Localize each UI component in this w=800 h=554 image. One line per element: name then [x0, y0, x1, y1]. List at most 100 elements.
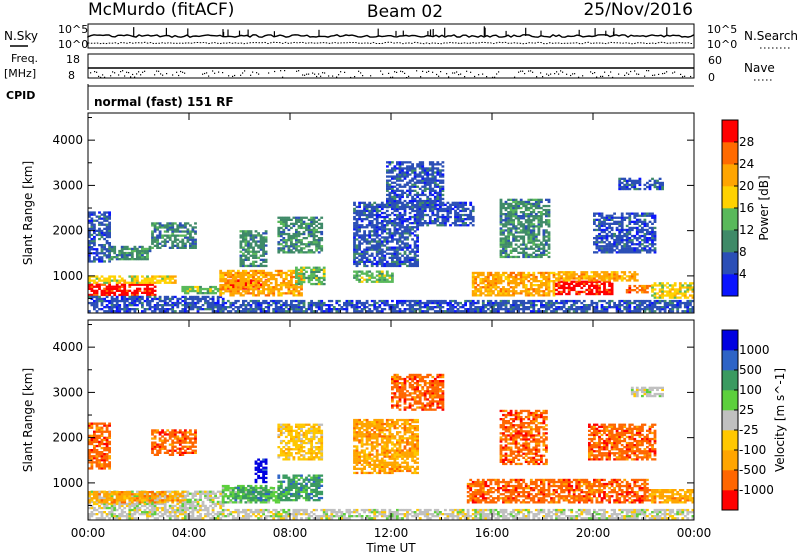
- power-cell: [509, 223, 513, 226]
- power-cell: [148, 277, 152, 280]
- power-cell: [290, 243, 293, 246]
- power-cell: [90, 283, 94, 286]
- power-cell: [151, 297, 154, 301]
- power-cell: [350, 304, 354, 307]
- power-cell: [391, 304, 394, 307]
- power-cell: [593, 241, 596, 244]
- power-cell: [295, 234, 298, 238]
- power-cell: [643, 249, 647, 252]
- power-cell: [290, 286, 293, 289]
- power-cell: [396, 258, 399, 261]
- power-cell: [436, 173, 440, 176]
- power-cell: [522, 255, 526, 259]
- power-cell: [618, 179, 622, 182]
- power-cell: [428, 199, 432, 203]
- power-cell: [128, 285, 132, 288]
- power-cell: [428, 173, 432, 176]
- power-cell: [441, 165, 445, 168]
- power-cell: [297, 306, 301, 309]
- noise-tick-high-right: 10^5: [707, 23, 737, 36]
- power-cell: [393, 169, 397, 172]
- power-cell: [492, 275, 495, 279]
- power-cell: [628, 275, 632, 278]
- power-cell: [93, 308, 96, 311]
- power-cell: [388, 308, 392, 311]
- power-cell: [168, 304, 172, 307]
- power-cell: [125, 289, 129, 292]
- power-cell: [512, 277, 515, 281]
- power-cell: [363, 236, 366, 239]
- power-cell: [428, 201, 432, 205]
- power-cell: [524, 255, 528, 259]
- power-cell: [226, 284, 230, 287]
- power-cell: [98, 277, 101, 280]
- power-cell: [252, 310, 255, 313]
- power-cell: [532, 277, 536, 281]
- power-cell: [398, 165, 402, 168]
- power-cell: [284, 241, 288, 244]
- power-cell: [439, 193, 442, 197]
- power-cell: [605, 280, 609, 283]
- power-cell: [295, 247, 298, 250]
- power-cell: [186, 228, 190, 231]
- power-cell: [254, 310, 258, 313]
- power-cell: [401, 310, 404, 313]
- power-cell: [653, 237, 657, 240]
- power-cell: [413, 171, 417, 174]
- nave-dot: [332, 75, 334, 77]
- power-cell: [459, 203, 462, 206]
- power-cell: [643, 220, 647, 223]
- nave-dot: [646, 70, 648, 72]
- power-cell: [133, 299, 137, 303]
- power-cell: [623, 234, 627, 238]
- power-cell: [128, 254, 132, 257]
- power-cell: [353, 209, 356, 213]
- power-cell: [441, 185, 445, 188]
- nave-dot: [648, 70, 650, 72]
- power-cell: [517, 282, 521, 285]
- power-cell: [529, 241, 533, 244]
- power-cell: [90, 304, 94, 307]
- power-cell: [661, 183, 664, 187]
- nave-dot: [218, 71, 220, 73]
- power-cell: [186, 289, 190, 293]
- power-cell: [274, 304, 278, 307]
- power-cell: [431, 213, 435, 217]
- power-cell: [542, 275, 546, 279]
- power-cell: [287, 232, 291, 236]
- power-cell: [613, 241, 616, 244]
- power-cell: [398, 220, 402, 223]
- power-cell: [284, 216, 288, 219]
- power-cell: [368, 308, 372, 311]
- power-cell: [391, 207, 394, 211]
- power-cell: [247, 301, 250, 305]
- power-cell: [360, 250, 364, 253]
- power-cell: [603, 286, 606, 290]
- power-cell: [608, 288, 611, 292]
- power-cell: [514, 235, 518, 238]
- power-cell: [540, 211, 543, 214]
- power-cell: [110, 285, 114, 288]
- power-cell: [542, 253, 546, 256]
- power-cell: [428, 187, 432, 190]
- power-cell: [90, 279, 94, 282]
- power-cell: [166, 301, 170, 305]
- power-cell: [148, 293, 152, 297]
- power-cell: [406, 236, 409, 239]
- power-cell: [542, 271, 546, 275]
- power-cell: [247, 282, 250, 285]
- power-cell: [431, 167, 435, 170]
- power-cell: [499, 206, 503, 210]
- power-cell: [262, 244, 265, 247]
- power-cell: [282, 237, 286, 240]
- power-cell: [396, 179, 399, 182]
- power-cell: [254, 304, 258, 307]
- nave-dot: [432, 71, 434, 73]
- power-cell: [545, 211, 548, 214]
- power-cell: [519, 231, 523, 234]
- power-cell: [267, 286, 271, 289]
- power-cell: [610, 282, 614, 285]
- power-cell: [385, 299, 389, 303]
- power-cell: [239, 242, 243, 245]
- power-cell: [113, 256, 117, 259]
